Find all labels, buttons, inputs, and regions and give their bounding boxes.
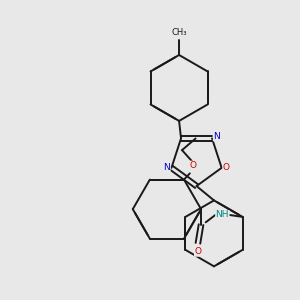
Text: O: O [223, 163, 230, 172]
Text: N: N [213, 132, 220, 141]
Text: N: N [164, 163, 170, 172]
Text: NH: NH [216, 211, 229, 220]
Text: CH₃: CH₃ [172, 28, 187, 37]
Text: O: O [189, 161, 196, 170]
Text: O: O [194, 247, 201, 256]
